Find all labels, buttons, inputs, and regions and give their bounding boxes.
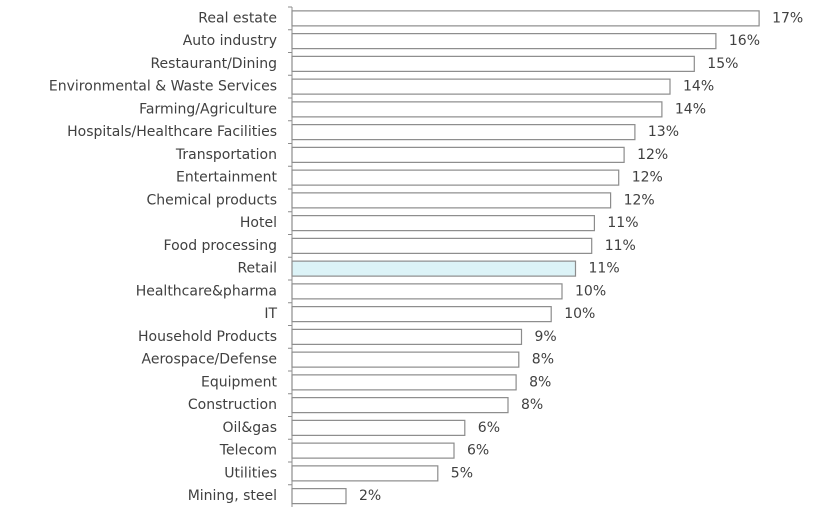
bar <box>291 488 347 505</box>
bar <box>291 465 439 482</box>
value-label: 8% <box>532 352 554 368</box>
value-label: 12% <box>624 192 655 208</box>
value-label: 9% <box>535 329 557 345</box>
value-label: 16% <box>729 33 760 49</box>
category-label: Real estate <box>198 10 277 26</box>
value-label: 11% <box>607 215 638 231</box>
category-label: Equipment <box>201 374 278 390</box>
bar <box>291 260 577 277</box>
value-label: 15% <box>707 56 738 72</box>
value-label: 6% <box>467 443 489 459</box>
category-label: Chemical products <box>146 192 277 208</box>
bar <box>291 237 593 254</box>
category-label: Hospitals/Healthcare Facilities <box>67 124 277 140</box>
value-label: 12% <box>637 147 668 163</box>
category-label: Oil&gas <box>223 420 277 436</box>
value-label: 17% <box>772 10 803 26</box>
bar <box>291 215 595 232</box>
bar <box>291 283 563 300</box>
value-label: 11% <box>605 238 636 254</box>
category-label: Entertainment <box>176 170 278 186</box>
value-label: 14% <box>675 101 706 117</box>
value-label: 10% <box>575 283 606 299</box>
category-label: Food processing <box>164 238 277 254</box>
category-label: Retail <box>237 261 277 277</box>
value-label: 10% <box>564 306 595 322</box>
category-label: Hotel <box>240 215 277 231</box>
category-label: Restaurant/Dining <box>150 56 277 72</box>
bar <box>291 101 663 118</box>
value-label: 8% <box>521 397 543 413</box>
bar <box>291 33 717 50</box>
category-label: Utilities <box>224 465 277 481</box>
category-label: Transportation <box>175 147 277 163</box>
bar <box>291 10 760 27</box>
category-label: Farming/Agriculture <box>139 101 277 117</box>
category-label: Auto industry <box>183 33 277 49</box>
value-label: 5% <box>451 465 473 481</box>
value-label: 2% <box>359 488 381 504</box>
value-label: 6% <box>478 420 500 436</box>
value-label: 14% <box>683 79 714 95</box>
category-label: Environmental & Waste Services <box>49 79 277 95</box>
bar <box>291 306 552 323</box>
category-label: Household Products <box>138 329 277 345</box>
bar <box>291 169 620 186</box>
bar <box>291 55 695 72</box>
bar <box>291 374 517 391</box>
bar <box>291 351 520 368</box>
category-label: Construction <box>188 397 277 413</box>
category-label: IT <box>264 306 277 322</box>
category-label: Healthcare&pharma <box>136 283 277 299</box>
category-label: Mining, steel <box>188 488 277 504</box>
bar <box>291 397 509 414</box>
bar <box>291 124 636 141</box>
value-label: 13% <box>648 124 679 140</box>
bar <box>291 442 455 459</box>
category-label: Telecom <box>219 443 277 459</box>
value-label: 11% <box>589 261 620 277</box>
category-label: Aerospace/Defense <box>142 352 277 368</box>
bar <box>291 419 466 436</box>
bar <box>291 192 612 209</box>
bar <box>291 328 523 345</box>
bar <box>291 146 625 163</box>
bar <box>291 78 671 95</box>
value-label: 8% <box>529 374 551 390</box>
value-label: 12% <box>632 170 663 186</box>
